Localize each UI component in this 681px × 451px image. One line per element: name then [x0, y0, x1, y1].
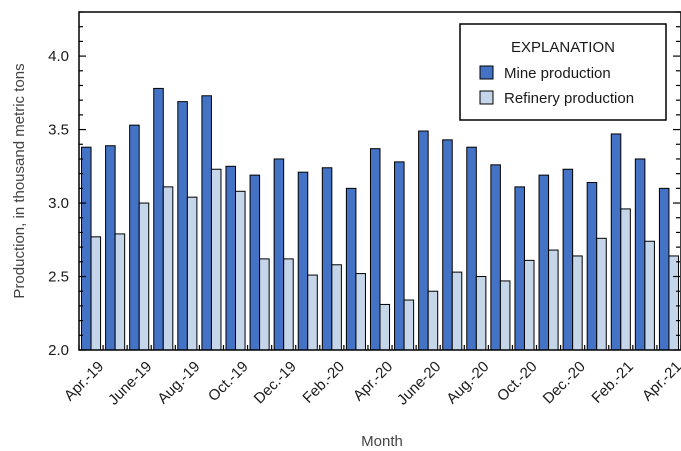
refinery-bar-17: [499, 280, 511, 351]
mine-bar-0: [81, 146, 92, 351]
legend-box: [459, 23, 667, 121]
mine-bar-7: [249, 174, 261, 351]
bars-group: [81, 87, 680, 351]
x-tick-label: June-20: [394, 358, 444, 408]
legend: EXPLANATION Mine production Refinery pro…: [459, 23, 667, 121]
legend-swatch-refinery: [479, 90, 494, 105]
refinery-bar-1: [114, 233, 126, 351]
refinery-bar-0: [90, 236, 102, 351]
y-tick-labels: 2.0 2.5 3.0 3.5 4.0: [48, 48, 69, 359]
mine-bar-1: [105, 145, 116, 351]
legend-swatch-mine: [479, 65, 494, 80]
refinery-bar-6: [235, 190, 246, 351]
y-tick-label: 3.0: [48, 195, 69, 212]
mine-bar-6: [225, 165, 237, 351]
mine-bar-11: [345, 187, 357, 351]
refinery-bar-7: [259, 258, 270, 351]
y-tick-label: 4.0: [48, 48, 69, 65]
refinery-bar-2: [138, 202, 150, 351]
mine-bar-3: [153, 87, 164, 351]
mine-bar-2: [129, 124, 140, 351]
mine-bar-8: [273, 158, 285, 351]
mine-bar-23: [634, 158, 646, 351]
mine-bar-14: [418, 130, 429, 351]
mine-bar-10: [321, 167, 333, 351]
x-tick-label: Dec.-19: [251, 358, 300, 407]
refinery-bar-8: [283, 258, 294, 351]
refinery-bar-9: [307, 274, 318, 351]
x-tick-label: Feb.-21: [588, 358, 637, 407]
x-tick-label: June-19: [105, 358, 155, 408]
mine-bar-17: [490, 164, 501, 351]
x-tick-label: Apr.-21: [639, 358, 681, 404]
y-tick-label: 2.0: [48, 342, 69, 359]
y-tick-label: 2.5: [48, 269, 69, 286]
refinery-bar-14: [427, 290, 439, 351]
mine-bar-9: [297, 171, 309, 351]
x-tick-label: Dec.-20: [540, 358, 589, 407]
x-tick-label: Feb.-20: [299, 358, 348, 407]
x-axis-title: Month: [361, 433, 403, 450]
mine-bar-4: [177, 101, 188, 351]
x-tick-label: Apr.-19: [61, 358, 107, 404]
mine-bar-20: [562, 168, 574, 351]
mine-bar-5: [201, 95, 212, 351]
plot-frame: [78, 11, 681, 351]
refinery-bar-22: [620, 208, 631, 351]
refinery-bar-20: [572, 255, 583, 351]
mine-bar-24: [658, 187, 670, 351]
mine-bar-22: [610, 133, 622, 351]
refinery-bar-19: [548, 249, 559, 351]
legend-title: EXPLANATION: [511, 39, 615, 56]
refinery-bar-5: [210, 168, 222, 351]
refinery-bar-11: [355, 273, 366, 351]
y-tick-label: 3.5: [48, 122, 69, 139]
mine-bar-19: [538, 174, 550, 351]
mine-bar-12: [369, 148, 381, 351]
y-axis-title: Production, in thousand metric tons: [11, 63, 28, 298]
mine-bar-13: [394, 161, 405, 351]
refinery-bar-21: [596, 237, 607, 351]
mine-bar-16: [466, 146, 477, 351]
refinery-bar-10: [331, 264, 342, 351]
refinery-bar-4: [186, 196, 198, 351]
x-tick-label: Aug.-19: [154, 358, 203, 407]
refinery-bar-13: [403, 299, 415, 351]
x-tick-label: Oct.-20: [494, 358, 541, 405]
refinery-bar-18: [523, 259, 535, 351]
refinery-bar-23: [644, 240, 655, 351]
x-tick-label: Aug.-20: [443, 358, 492, 407]
x-tick-label: Apr.-20: [350, 358, 396, 404]
mine-bar-18: [514, 186, 525, 351]
x-tick-label: Oct.-19: [205, 358, 252, 405]
legend-label-refinery: Refinery production: [504, 90, 634, 107]
mine-bar-21: [586, 181, 598, 351]
mine-bar-15: [442, 139, 453, 351]
refinery-bar-12: [379, 303, 391, 351]
legend-label-mine: Mine production: [504, 65, 611, 82]
refinery-bar-16: [475, 276, 487, 351]
refinery-bar-3: [162, 186, 174, 351]
refinery-bar-15: [451, 271, 463, 351]
